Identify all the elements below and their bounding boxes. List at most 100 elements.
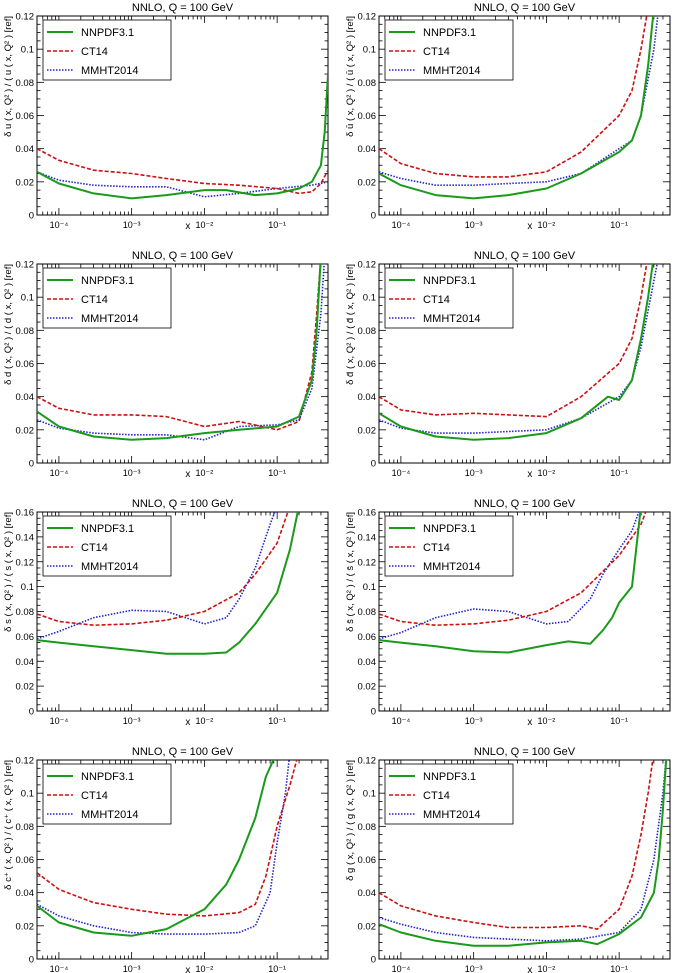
y-tick-label: 0.06 <box>16 111 35 122</box>
y-tick-label: 0.04 <box>358 144 377 155</box>
series-line-mmht2014 <box>379 264 658 434</box>
panel-1: NNLO, Q = 100 GeV 0 0.02 0.04 0.06 0.08 0.1 0.1… <box>3 2 329 232</box>
series-line-nnpdf3-1 <box>37 73 328 200</box>
y-tick-label: 0.04 <box>358 888 377 899</box>
x-tick-label: 10⁻⁴ <box>50 468 69 478</box>
legend: NNPDF3.1 CT14 MMHT2014 <box>384 763 514 825</box>
chart-title: NNLO, Q = 100 GeV <box>132 746 234 758</box>
y-tick-label: 0.04 <box>358 392 377 403</box>
legend-box <box>384 267 514 329</box>
legend-label: CT14 <box>423 790 450 802</box>
series-line-ct14 <box>37 147 328 195</box>
y-tick-label: 0.06 <box>358 855 377 866</box>
series-line-mmht2014 <box>37 512 276 640</box>
series-line-nnpdf3-1 <box>379 760 668 947</box>
y-tick-label: 0.02 <box>358 177 377 188</box>
legend-label: NNPDF3.1 <box>423 523 476 535</box>
y-tick-label: 0.06 <box>358 111 377 122</box>
y-tick-label: 0 <box>371 707 376 718</box>
x-axis-label: x <box>185 717 190 728</box>
legend-label: MMHT2014 <box>81 809 138 821</box>
y-tick-label: 0.12 <box>358 557 377 568</box>
series-line-ct14 <box>379 16 648 178</box>
x-tick-label: 10⁻¹ <box>610 220 628 230</box>
x-tick-label: 10⁻⁴ <box>50 964 69 973</box>
series-line-nnpdf3-1 <box>379 264 654 441</box>
y-tick-label: 0.08 <box>16 822 35 833</box>
y-tick-label: 0.1 <box>363 789 376 800</box>
chart-title: NNLO, Q = 100 GeV <box>132 2 234 14</box>
series-line-ct14 <box>379 760 654 930</box>
legend: NNPDF3.1 CT14 MMHT2014 <box>42 515 172 577</box>
y-tick-label: 0.04 <box>358 657 377 668</box>
series-line-nnpdf3-1 <box>379 16 655 200</box>
panel-2: NNLO, Q = 100 GeV 0 0.02 0.04 0.06 0.08 0.1 0.1… <box>345 2 671 232</box>
legend-label: NNPDF3.1 <box>423 275 476 287</box>
legend-label: CT14 <box>423 46 450 58</box>
legend-box <box>42 267 172 329</box>
legend-label: MMHT2014 <box>423 313 480 325</box>
x-tick-label: 10⁻² <box>538 220 556 230</box>
y-axis-label: δ s ( x, Q² ) / ( s ( x, Q² ) [ref] <box>3 512 14 632</box>
series-line-mmht2014 <box>379 512 640 640</box>
y-tick-label: 0.04 <box>16 657 35 668</box>
x-axis-label: x <box>185 469 190 480</box>
chart-title: NNLO, Q = 100 GeV <box>474 746 576 758</box>
y-tick-label: 0.1 <box>363 582 376 593</box>
legend-box <box>384 763 514 825</box>
legend-label: CT14 <box>423 294 450 306</box>
x-tick-label: 10⁻³ <box>123 716 141 726</box>
legend-label: MMHT2014 <box>423 561 480 573</box>
y-tick-label: 0.06 <box>358 632 377 643</box>
legend-box <box>384 515 514 577</box>
y-tick-label: 0 <box>29 459 34 470</box>
y-tick-label: 0.02 <box>16 682 35 693</box>
y-tick-label: 0.08 <box>358 607 377 618</box>
series-line-ct14 <box>37 512 289 627</box>
x-tick-label: 10⁻² <box>538 716 556 726</box>
panel-7: NNLO, Q = 100 GeV 0 0.02 0.04 0.06 0.08 0.1 0.1… <box>3 746 329 973</box>
x-tick-label: 10⁻² <box>196 716 214 726</box>
y-tick-label: 0.1 <box>21 582 34 593</box>
x-axis-label: x <box>185 221 190 232</box>
y-tick-label: 0.16 <box>16 508 35 519</box>
series-line-mmht2014 <box>37 760 290 935</box>
x-tick-label: 10⁻¹ <box>268 220 286 230</box>
panel-3: NNLO, Q = 100 GeV 0 0.02 0.04 0.06 0.08 0.1 0.1… <box>3 250 329 480</box>
series-line-ct14 <box>379 512 647 627</box>
y-tick-label: 0.06 <box>16 632 35 643</box>
x-tick-label: 10⁻³ <box>123 964 141 973</box>
chart-title: NNLO, Q = 100 GeV <box>132 498 234 510</box>
legend: NNPDF3.1 CT14 MMHT2014 <box>42 267 172 329</box>
y-tick-label: 0.12 <box>16 260 35 271</box>
x-tick-label: 10⁻² <box>538 468 556 478</box>
y-tick-label: 0.12 <box>358 756 377 767</box>
y-axis-label: δ u ( x, Q² ) / ( u ( x, Q² ) [ref] <box>3 16 14 137</box>
y-tick-label: 0.16 <box>358 508 377 519</box>
y-tick-label: 0.08 <box>358 326 377 337</box>
x-tick-label: 10⁻⁴ <box>392 964 411 973</box>
y-axis-label: δ c⁺ ( x, Q² ) / ( c⁺ ( x, Q² ) [ref] <box>3 760 14 890</box>
legend-label: NNPDF3.1 <box>81 275 134 287</box>
legend-label: CT14 <box>81 46 108 58</box>
y-tick-label: 0 <box>29 955 34 966</box>
panel-5: NNLO, Q = 100 GeV 0 0.02 0.04 0.06 0.08 0.1 0.1… <box>3 498 329 728</box>
legend-box <box>42 515 172 577</box>
y-tick-label: 0 <box>371 211 376 222</box>
y-tick-label: 0.04 <box>16 888 35 899</box>
x-tick-label: 10⁻³ <box>123 468 141 478</box>
x-tick-label: 10⁻³ <box>465 964 483 973</box>
x-tick-label: 10⁻² <box>538 964 556 973</box>
y-tick-label: 0.12 <box>358 260 377 271</box>
legend-box <box>42 763 172 825</box>
panel-6: NNLO, Q = 100 GeV 0 0.02 0.04 0.06 0.08 0.1 0.1… <box>345 498 671 728</box>
y-tick-label: 0.08 <box>358 822 377 833</box>
legend-label: NNPDF3.1 <box>423 27 476 39</box>
y-tick-label: 0.06 <box>16 855 35 866</box>
chart-title: NNLO, Q = 100 GeV <box>474 2 576 14</box>
legend-label: MMHT2014 <box>81 561 138 573</box>
legend: NNPDF3.1 CT14 MMHT2014 <box>384 19 514 81</box>
legend-label: MMHT2014 <box>423 65 480 77</box>
chart-title: NNLO, Q = 100 GeV <box>474 498 576 510</box>
